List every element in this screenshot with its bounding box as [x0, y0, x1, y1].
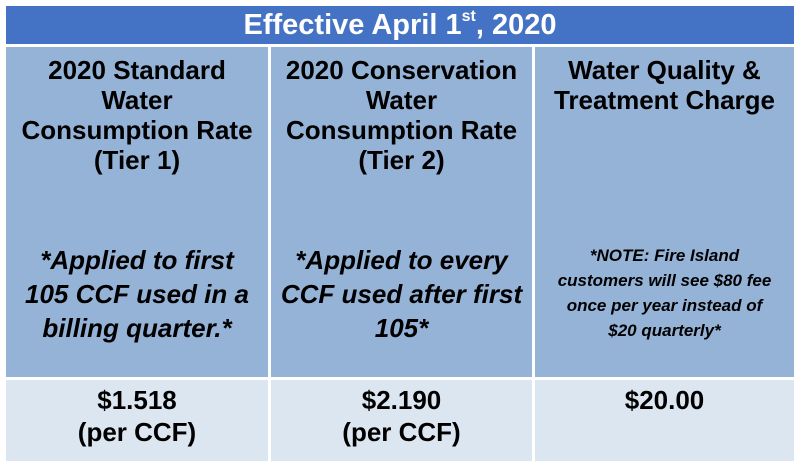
value-row: $1.518 (per CCF) $2.190 (per CCF) $20.00 — [6, 380, 794, 461]
heading-line: 2020 Conservation — [285, 55, 518, 85]
title-suffix: , 2020 — [475, 9, 557, 41]
rate-value: $1.518 — [97, 385, 177, 415]
heading-line: Consumption Rate — [285, 115, 518, 145]
note-line: once per year instead of — [566, 296, 763, 315]
column-note: *Applied to every CCF used after first 1… — [271, 243, 532, 345]
header-cell-standard-rate: 2020 Standard Water Consumption Rate (Ti… — [6, 47, 268, 377]
rate-unit: (per CCF) — [77, 417, 197, 447]
heading-line: Water — [101, 85, 173, 115]
note-line: $20 quarterly* — [608, 321, 721, 340]
note-line: 105* — [374, 313, 429, 343]
column-heading: 2020 Standard Water Consumption Rate (Ti… — [6, 47, 268, 175]
note-line: CCF used after first — [280, 279, 523, 309]
value-cell-conservation-rate: $2.190 (per CCF) — [271, 380, 532, 461]
heading-line: 2020 Standard — [48, 55, 226, 85]
note-line: *NOTE: Fire Island — [589, 246, 740, 265]
header-cell-quality-charge: Water Quality & Treatment Charge *NOTE: … — [535, 47, 794, 377]
table-title: Effective April 1st, 2020 — [6, 6, 794, 44]
note-line: billing quarter.* — [42, 313, 232, 343]
note-line: customers will see $80 fee — [557, 271, 772, 290]
rate-unit: (per CCF) — [342, 417, 461, 447]
header-row: 2020 Standard Water Consumption Rate (Ti… — [6, 47, 794, 377]
value-cell-standard-rate: $1.518 (per CCF) — [6, 380, 268, 461]
note-line: *Applied to every — [295, 245, 508, 275]
column-note: *NOTE: Fire Island customers will see $8… — [535, 243, 794, 343]
column-heading: 2020 Conservation Water Consumption Rate… — [271, 47, 532, 175]
title-superscript: st — [461, 8, 476, 26]
note-line: *Applied to first — [40, 245, 234, 275]
value-cell-quality-charge: $20.00 — [535, 380, 794, 461]
heading-line: Water — [365, 85, 438, 115]
title-prefix: Effective April 1 — [243, 9, 462, 41]
rate-value: $2.190 — [361, 385, 442, 415]
note-line: 105 CCF used in a — [25, 279, 249, 309]
column-heading: Water Quality & Treatment Charge — [535, 47, 794, 115]
heading-line: (Tier 1) — [93, 145, 181, 175]
rate-value: $20.00 — [624, 385, 705, 415]
column-note: *Applied to first 105 CCF used in a bill… — [6, 243, 268, 345]
header-cell-conservation-rate: 2020 Conservation Water Consumption Rate… — [271, 47, 532, 377]
heading-line: Consumption Rate — [21, 115, 253, 145]
heading-line: Treatment Charge — [553, 85, 776, 115]
heading-line: (Tier 2) — [358, 145, 445, 175]
heading-line: Water Quality & — [568, 55, 761, 85]
